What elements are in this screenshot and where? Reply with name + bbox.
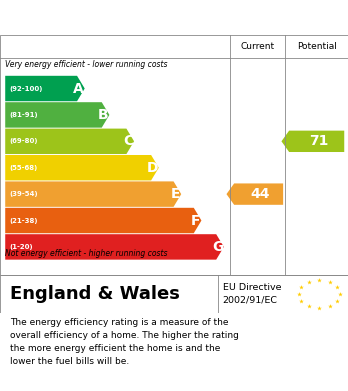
- Polygon shape: [5, 102, 109, 127]
- Text: Current: Current: [240, 42, 275, 51]
- Text: (69-80): (69-80): [9, 138, 38, 144]
- Text: (92-100): (92-100): [9, 86, 43, 91]
- Text: England & Wales: England & Wales: [10, 285, 180, 303]
- Text: (21-38): (21-38): [9, 217, 38, 224]
- Polygon shape: [282, 131, 344, 152]
- Text: D: D: [147, 161, 159, 175]
- Text: Very energy efficient - lower running costs: Very energy efficient - lower running co…: [5, 61, 168, 70]
- Text: Not energy efficient - higher running costs: Not energy efficient - higher running co…: [5, 249, 168, 258]
- Text: EU Directive
2002/91/EC: EU Directive 2002/91/EC: [223, 283, 281, 305]
- Text: E: E: [171, 187, 180, 201]
- Polygon shape: [5, 129, 134, 154]
- Text: (81-91): (81-91): [9, 112, 38, 118]
- Text: Potential: Potential: [297, 42, 337, 51]
- Polygon shape: [5, 76, 85, 101]
- Text: 71: 71: [309, 135, 328, 148]
- Polygon shape: [5, 208, 201, 233]
- Text: (1-20): (1-20): [9, 244, 33, 250]
- Text: (39-54): (39-54): [9, 191, 38, 197]
- Text: Energy Efficiency Rating: Energy Efficiency Rating: [10, 10, 220, 25]
- Text: A: A: [73, 81, 84, 95]
- Text: B: B: [98, 108, 109, 122]
- Text: F: F: [191, 213, 200, 228]
- Polygon shape: [5, 181, 181, 207]
- Polygon shape: [5, 155, 159, 180]
- Text: C: C: [123, 135, 133, 148]
- Polygon shape: [227, 183, 283, 205]
- Text: G: G: [212, 240, 224, 254]
- Text: The energy efficiency rating is a measure of the
overall efficiency of a home. T: The energy efficiency rating is a measur…: [10, 318, 239, 366]
- Polygon shape: [5, 234, 224, 260]
- Text: 44: 44: [251, 187, 270, 201]
- Text: (55-68): (55-68): [9, 165, 38, 171]
